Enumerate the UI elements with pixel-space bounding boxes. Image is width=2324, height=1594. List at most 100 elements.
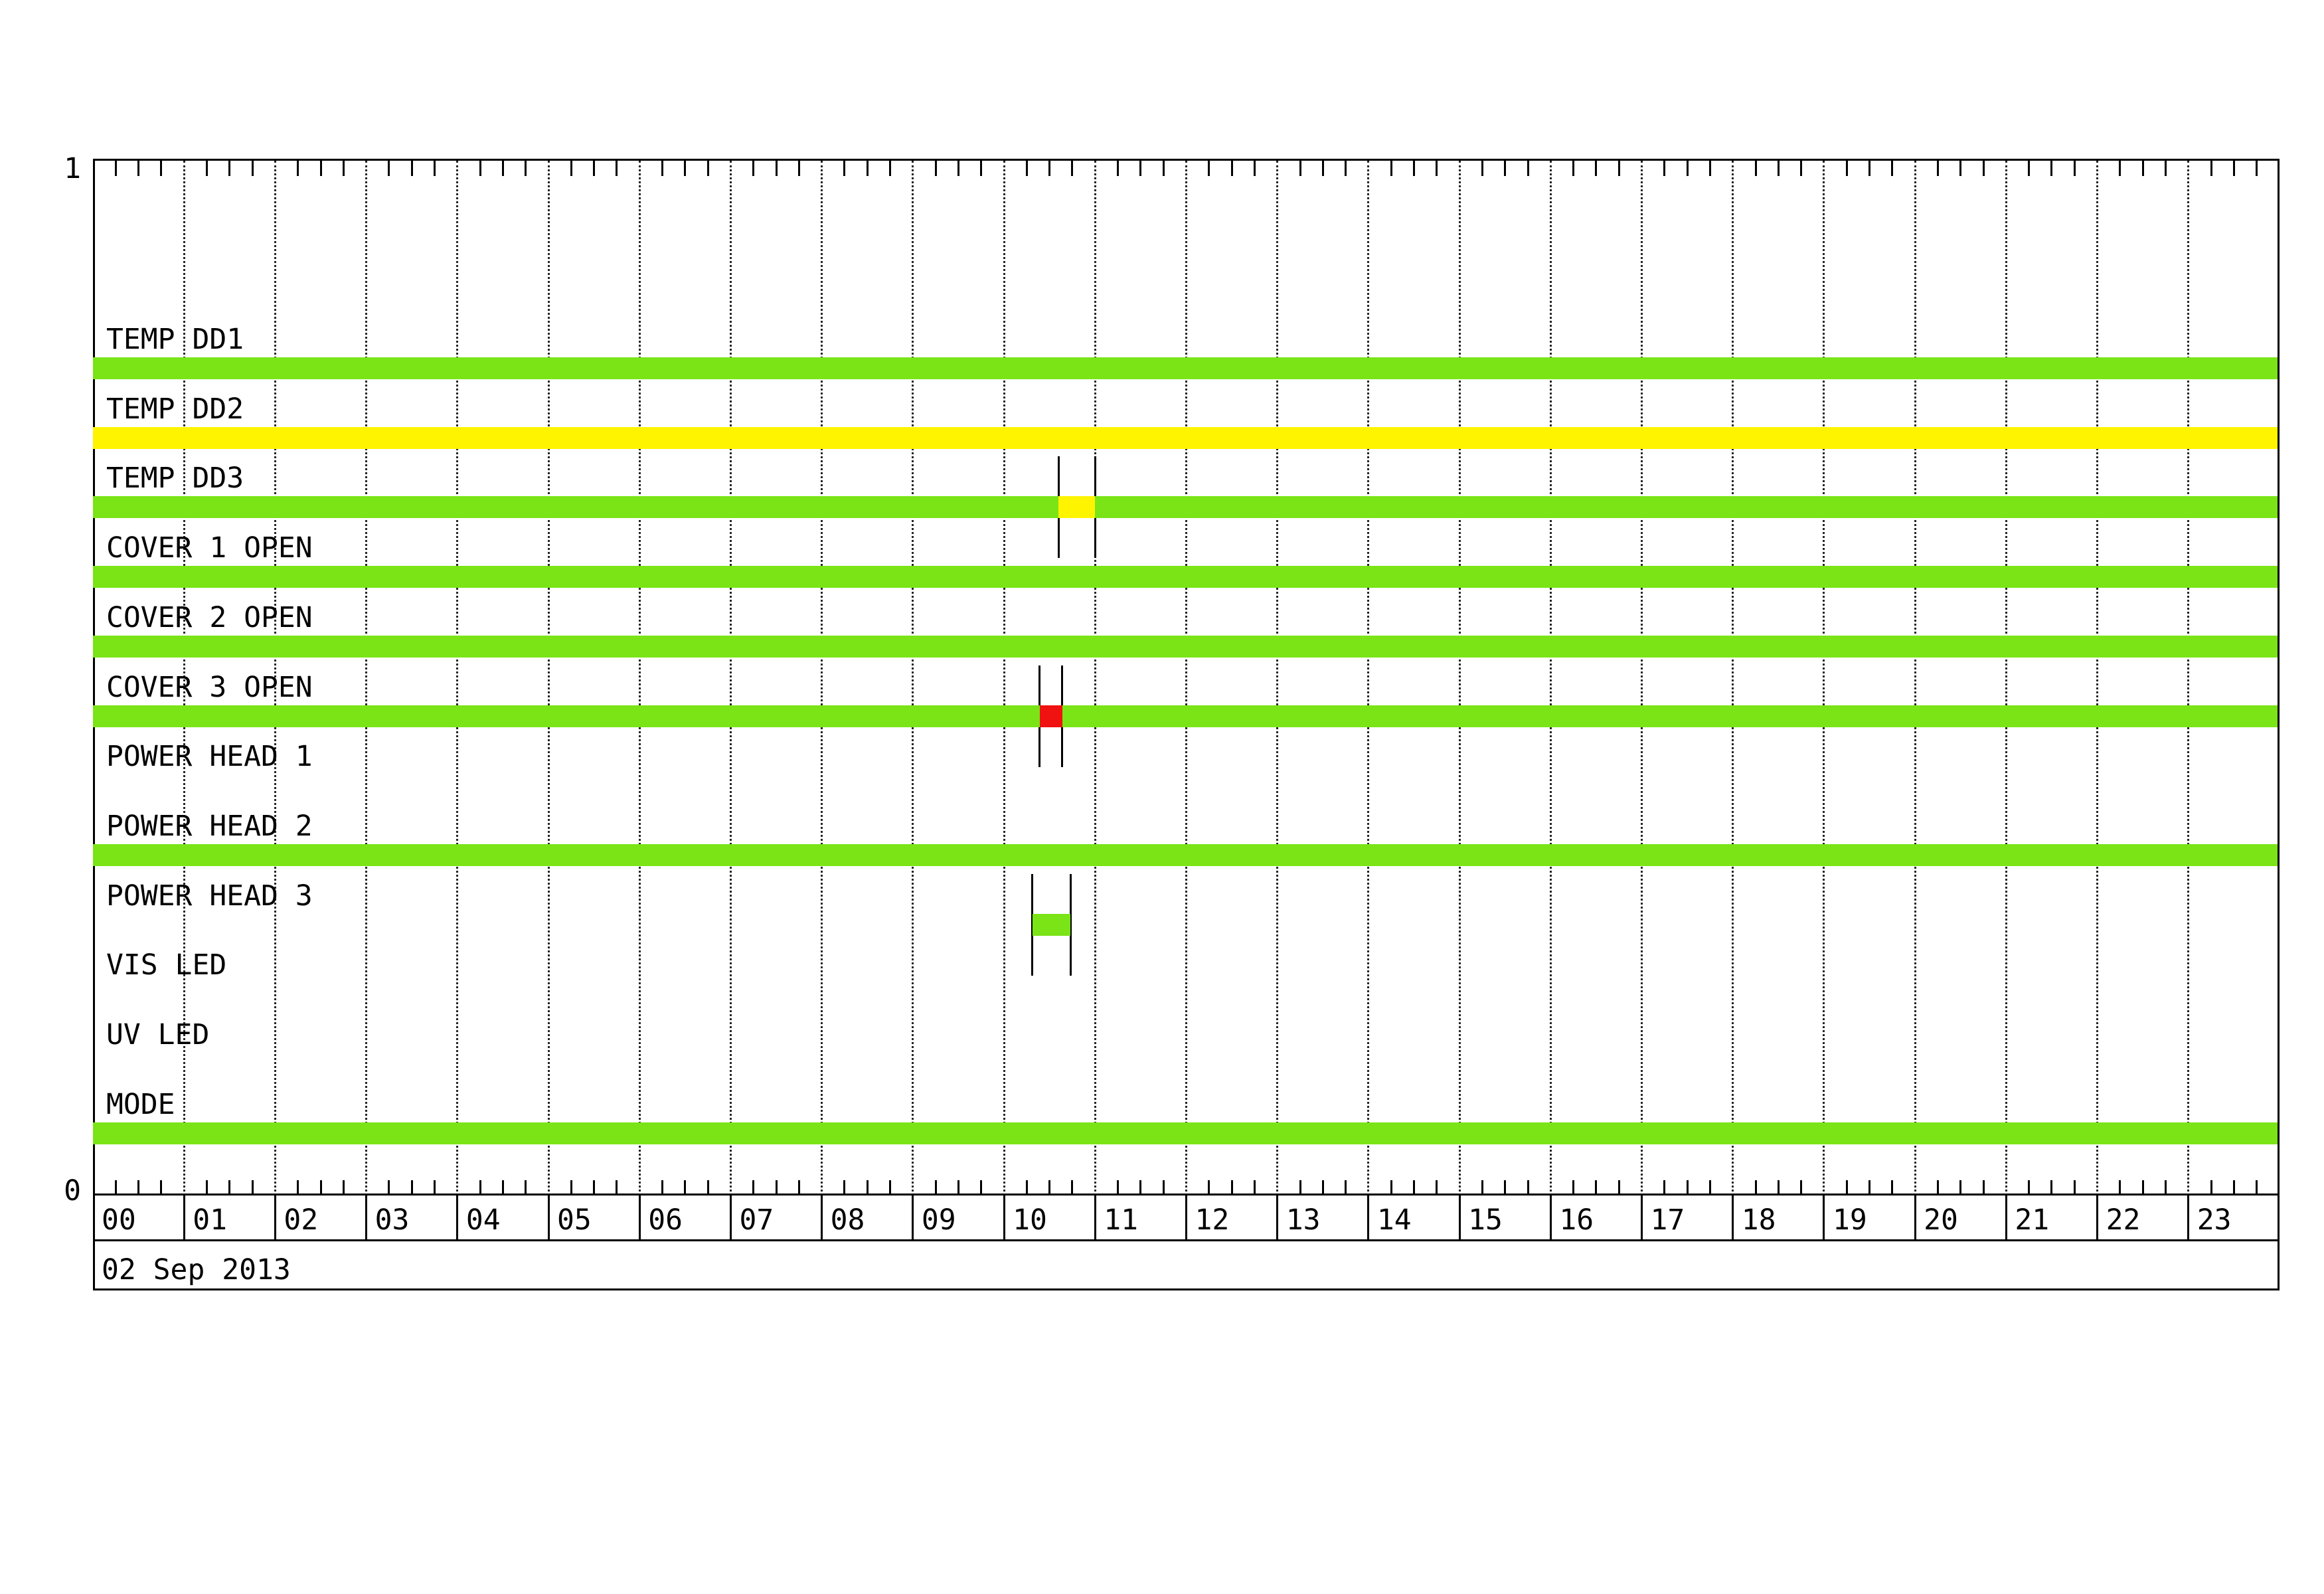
minor-tick-bottom [1663,1180,1666,1196]
minor-tick-top [797,161,800,176]
hour-label-box: 00 01 02 03 04 05 06 07 08 09 10 11 12 13 14 15 16 17 18 19… [93,1196,2280,1241]
minor-tick-bottom [1868,1180,1871,1196]
minor-tick-bottom [1777,1180,1780,1196]
minor-tick-bottom [228,1180,231,1196]
hour-cell: 12 [1195,1203,1230,1237]
minor-tick-bottom [1595,1180,1598,1196]
minor-tick-bottom [2073,1180,2076,1196]
hour-cell: 04 [465,1203,501,1237]
minor-tick-top [866,161,869,176]
minor-tick-bottom [501,1180,504,1196]
minor-tick-bottom [2232,1180,2235,1196]
minor-tick-bottom [980,1180,983,1196]
minor-tick-bottom [1527,1180,1529,1196]
minor-tick-bottom [1230,1180,1233,1196]
minor-tick-bottom [661,1180,664,1196]
row-label: TEMP DD3 [106,462,244,495]
status-bar [93,705,2280,727]
row-label: POWER HEAD 1 [106,740,313,774]
minor-tick-bottom [2164,1180,2167,1196]
minor-tick-bottom [1891,1180,1894,1196]
hour-cell-separator [1003,1196,1005,1241]
minor-tick-top [1117,161,1120,176]
minor-tick-top [1686,161,1689,176]
status-bar [93,1122,2280,1144]
minor-tick-bottom [1936,1180,1939,1196]
hour-gridline [1732,161,1734,1196]
minor-tick-top [479,161,481,176]
hour-cell-separator [2005,1196,2007,1241]
minor-tick-top [1504,161,1507,176]
minor-tick-bottom [160,1180,163,1196]
minor-tick-bottom [2119,1180,2121,1196]
minor-tick-top [1800,161,1803,176]
hour-gridline [1549,161,1552,1196]
hour-cell-separator [1367,1196,1370,1241]
minor-tick-top [843,161,846,176]
status-bar [1039,705,1062,727]
status-bar [93,357,2280,379]
minor-tick-bottom [114,1180,117,1196]
minor-tick-bottom [1390,1180,1392,1196]
minor-tick-top [1572,161,1575,176]
minor-tick-bottom [1754,1180,1757,1196]
minor-tick-top [251,161,254,176]
hour-gridline [1823,161,1825,1196]
minor-tick-top [1982,161,1985,176]
hour-cell-separator [1276,1196,1279,1241]
hour-gridline [1185,161,1187,1196]
hour-cell: 03 [374,1203,410,1237]
minor-tick-top [1436,161,1438,176]
minor-tick-top [1868,161,1871,176]
minor-tick-bottom [1436,1180,1438,1196]
minor-tick-top [2141,161,2144,176]
hour-cell: 08 [830,1203,865,1237]
hour-cell-separator [2096,1196,2099,1241]
minor-tick-bottom [319,1180,322,1196]
minor-tick-bottom [1708,1180,1711,1196]
minor-tick-top [2256,161,2258,176]
hour-cell-separator [821,1196,823,1241]
minor-tick-bottom [1481,1180,1483,1196]
minor-tick-top [752,161,755,176]
minor-tick-top [1299,161,1301,176]
minor-tick-top [1345,161,1347,176]
minor-tick-bottom [1572,1180,1575,1196]
minor-tick-bottom [525,1180,527,1196]
minor-tick-top [2028,161,2031,176]
minor-tick-bottom [479,1180,481,1196]
hour-cell-separator [183,1196,185,1241]
minor-tick-top [684,161,687,176]
minor-tick-bottom [1845,1180,1848,1196]
row-label: COVER 1 OPEN [106,531,313,565]
minor-tick-top [410,161,413,176]
minor-tick-top [1959,161,1962,176]
minor-tick-top [570,161,572,176]
minor-tick-bottom [1299,1180,1301,1196]
minor-tick-top [1663,161,1666,176]
minor-tick-bottom [1162,1180,1165,1196]
hour-cell: 14 [1376,1203,1412,1237]
hour-cell: 07 [739,1203,774,1237]
hour-cell: 21 [2015,1203,2050,1237]
minor-tick-top [980,161,983,176]
minor-tick-bottom [775,1180,778,1196]
hour-gridline [183,161,185,1196]
hour-gridline [274,161,276,1196]
hour-cell: 01 [193,1203,227,1237]
minor-tick-bottom [137,1180,140,1196]
minor-tick-bottom [1413,1180,1416,1196]
hour-cell: 23 [2197,1203,2232,1237]
minor-tick-bottom [684,1180,687,1196]
minor-tick-top [1481,161,1483,176]
minor-tick-top [1595,161,1598,176]
status-bar [93,635,2280,658]
minor-tick-bottom [297,1180,299,1196]
hour-cell-separator [1094,1196,1096,1241]
hour-gridline [456,161,459,1196]
minor-tick-bottom [934,1180,937,1196]
hour-cell-separator [1185,1196,1187,1241]
hour-gridline [912,161,914,1196]
hour-cell-separator [638,1196,641,1241]
minor-tick-bottom [1959,1180,1962,1196]
